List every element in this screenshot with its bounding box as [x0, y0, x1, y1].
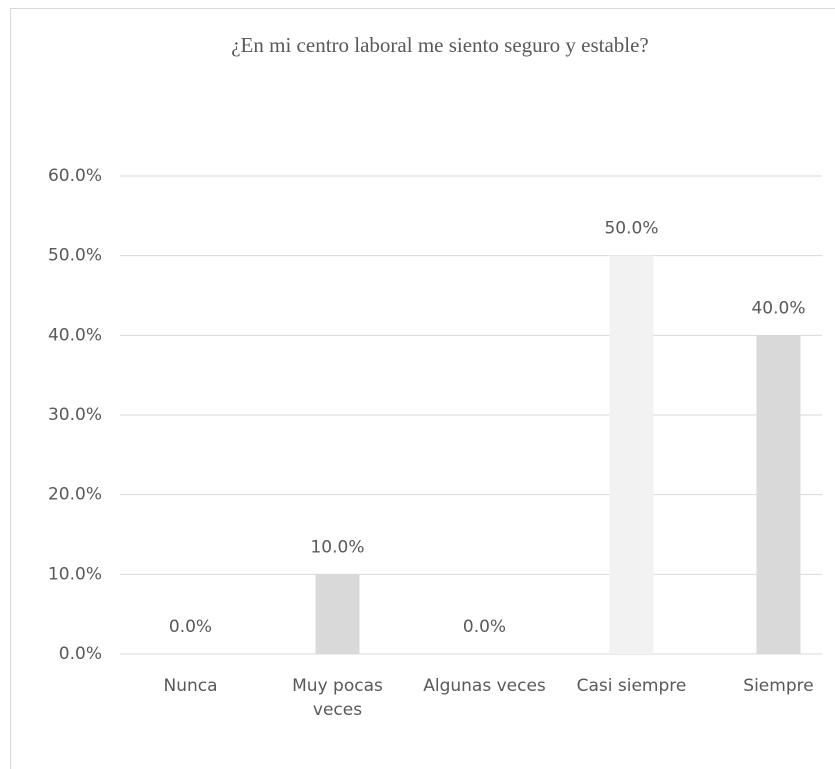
data-label: 40.0% — [751, 298, 805, 318]
data-label: 10.0% — [310, 537, 364, 557]
chart-title: ¿En mi centro laboral me siento seguro y… — [231, 33, 649, 57]
bar — [609, 255, 654, 654]
y-tick-label: 20.0% — [48, 485, 102, 505]
y-tick-label: 40.0% — [48, 325, 102, 345]
y-tick-label: 0.0% — [59, 644, 102, 664]
x-tick-label: Algunas veces — [423, 676, 546, 696]
y-tick-label: 10.0% — [48, 564, 102, 584]
data-label: 0.0% — [169, 617, 212, 637]
bar — [315, 574, 360, 654]
data-label: 0.0% — [463, 617, 506, 637]
y-tick-label: 50.0% — [48, 246, 102, 266]
chart-border — [10, 8, 835, 769]
bar — [756, 335, 801, 654]
x-tick-label: Muy pocas veces — [292, 676, 383, 720]
data-label: 50.0% — [604, 219, 658, 239]
x-tick-label: Nunca — [163, 676, 218, 696]
x-tick-label: Casi siempre — [576, 676, 687, 696]
y-tick-label: 30.0% — [48, 405, 102, 425]
x-tick-label: Siempre — [743, 676, 814, 696]
y-tick-label: 60.0% — [48, 166, 102, 186]
